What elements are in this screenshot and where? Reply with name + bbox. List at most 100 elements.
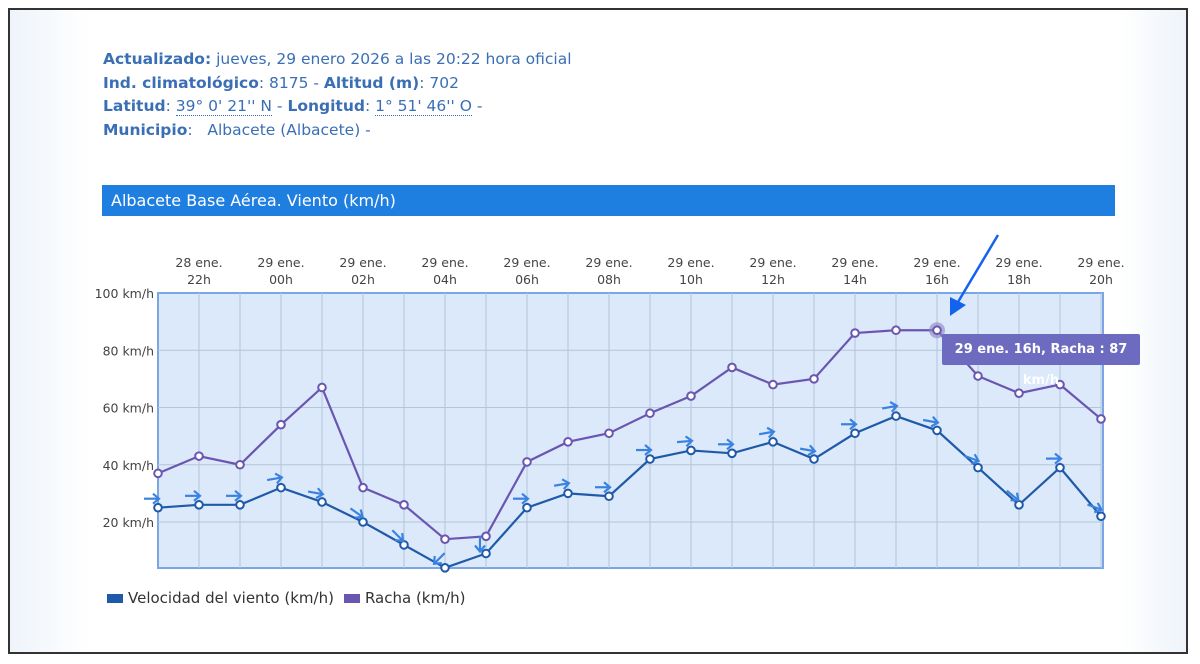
wind-direction-arrow-icon — [1046, 452, 1063, 465]
x-tick-hour: 22h — [187, 272, 211, 287]
x-tick-hour: 10h — [679, 272, 703, 287]
x-tick-hour: 16h — [925, 272, 949, 287]
gust-point — [973, 371, 983, 381]
wind-direction-arrow-icon — [718, 438, 735, 451]
speed-point — [317, 497, 327, 507]
climate-label: Ind. climatológico — [103, 73, 259, 92]
wind-direction-arrow-icon — [226, 489, 243, 502]
gust-point — [1014, 388, 1024, 398]
speed-point — [973, 462, 983, 473]
wind-direction-arrow-icon — [595, 481, 612, 494]
wind-direction-arrow-icon — [964, 453, 981, 465]
speed-point — [522, 502, 532, 513]
x-tick-hour: 08h — [597, 272, 621, 287]
legend-swatch-speed — [107, 594, 123, 603]
gust-point — [481, 531, 491, 542]
speed-point — [645, 454, 655, 464]
y-tick-label: 80 km/h — [103, 343, 154, 358]
speed-point — [891, 411, 901, 421]
wind-direction-arrow-icon — [1087, 502, 1104, 514]
wind-direction-arrow-icon — [513, 492, 530, 505]
y-tick-label: 60 km/h — [103, 401, 154, 416]
x-tick-date: 29 ene. — [503, 255, 550, 270]
speed-point — [809, 454, 819, 464]
speed-point — [358, 517, 368, 527]
longitude-value[interactable]: 1° 51' 46'' O — [375, 97, 472, 116]
wind-direction-arrow-icon — [636, 444, 653, 456]
legend-item-gust[interactable]: Racha (km/h) — [343, 589, 466, 607]
speed-line — [157, 414, 1102, 570]
speed-point — [235, 500, 245, 510]
gust-point — [727, 362, 737, 373]
speed-point — [153, 502, 163, 513]
gust-point — [768, 379, 778, 390]
gust-point — [891, 325, 901, 336]
speed-point — [481, 548, 491, 559]
x-tick-date: 29 ene. — [667, 255, 714, 270]
gust-point — [358, 482, 368, 493]
speed-point — [276, 482, 286, 493]
x-tick-date: 29 ene. — [421, 255, 468, 270]
y-tick-label: 100 km/h — [95, 286, 154, 301]
wind-direction-arrow-icon — [841, 418, 858, 431]
station-info: Actualizado: jueves, 29 enero 2026 a las… — [103, 50, 572, 139]
gust-point — [1055, 379, 1065, 390]
wind-direction-arrow-icon — [144, 492, 161, 505]
latitude-label: Latitud — [103, 97, 166, 115]
y-tick-label: 20 km/h — [103, 515, 154, 530]
speed-point — [1014, 500, 1024, 510]
altitude-value: : 702 — [419, 73, 459, 92]
updated-label: Actualizado: — [103, 50, 212, 68]
x-tick-date: 29 ene. — [913, 255, 960, 270]
speed-point — [1096, 511, 1106, 522]
speed-point — [727, 448, 737, 459]
legend-swatch-gust — [343, 594, 360, 603]
speed-point — [1055, 462, 1065, 473]
wind-direction-arrow-icon — [349, 507, 365, 519]
wind-direction-arrow-icon — [266, 472, 284, 485]
gust-point — [1096, 414, 1106, 424]
legend-item-speed[interactable]: Velocidad del viento (km/h) — [107, 589, 334, 607]
gust-point — [194, 451, 204, 461]
climate-value: : 8175 - — [258, 73, 324, 92]
speed-point — [604, 491, 614, 502]
y-tick-label: 40 km/h — [103, 458, 154, 473]
latitude-value[interactable]: 39° 0' 21'' N — [175, 97, 272, 116]
gust-point — [522, 457, 532, 467]
x-tick-hour: 12h — [761, 272, 785, 287]
chart-tooltip: 29 ene. 16h, Racha : 87 km/h — [942, 334, 1140, 388]
gust-point — [235, 459, 245, 470]
x-tick-date: 29 ene. — [1077, 255, 1124, 270]
section-title: Albacete Base Aérea. Viento (km/h) — [102, 185, 1115, 216]
updated-value: jueves, 29 enero 2026 a las 20:22 hora o… — [211, 50, 572, 68]
x-tick-hour: 14h — [843, 272, 867, 287]
chart-legend: Velocidad del viento (km/h) Racha (km/h) — [107, 589, 466, 607]
wind-direction-arrow-icon — [799, 444, 817, 457]
gust-point — [276, 419, 286, 430]
gust-point — [399, 500, 409, 510]
gust-point — [604, 428, 614, 439]
municipio-label: Municipio — [103, 120, 188, 139]
longitude-label: Longitud — [287, 97, 365, 115]
x-tick-hour: 20h — [1089, 272, 1113, 287]
x-tick-hour: 18h — [1007, 272, 1031, 287]
speed-point — [686, 445, 696, 456]
speed-point — [563, 488, 573, 499]
speed-point — [194, 500, 204, 510]
wind-direction-arrow-icon — [922, 415, 940, 428]
wind-direction-arrow-icon — [676, 435, 694, 448]
annotation-arrow-head-icon — [950, 297, 966, 316]
wind-direction-arrow-icon — [758, 426, 776, 439]
wind-direction-arrow-icon — [474, 536, 486, 554]
speed-point — [440, 563, 450, 573]
x-tick-date: 29 ene. — [831, 255, 878, 270]
altitude-label: Altitud (m) — [323, 73, 420, 92]
speed-point — [850, 428, 860, 439]
gust-point — [686, 391, 696, 401]
x-tick-hour: 06h — [515, 272, 539, 287]
gust-point — [850, 328, 860, 338]
x-tick-date: 29 ene. — [339, 255, 386, 270]
wind-direction-arrow-icon — [391, 529, 405, 543]
speed-point — [399, 540, 409, 550]
